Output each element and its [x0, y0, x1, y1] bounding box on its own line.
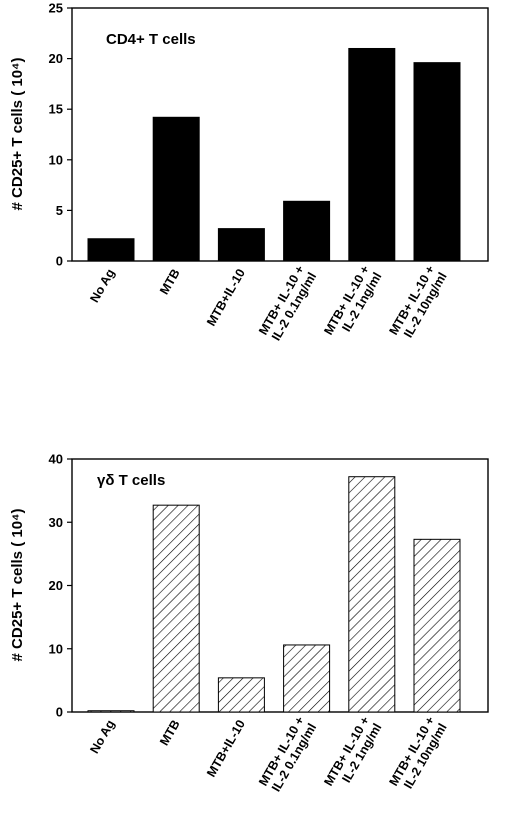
- plot-frame: [71, 7, 489, 262]
- chart-title: CD4+ T cells: [106, 31, 196, 48]
- bar-4: [283, 644, 331, 713]
- x-category-label: MTB: [157, 267, 183, 297]
- bar-3: [217, 677, 265, 713]
- x-category-label: No Ag: [87, 718, 117, 756]
- y-tick-label: 15: [49, 102, 63, 117]
- y-axis-label: # CD25+ T cells ( 10⁴): [9, 58, 26, 211]
- chart-title: γδ T cells: [97, 472, 165, 489]
- bar-2: [152, 116, 200, 262]
- y-tick-label: 0: [56, 705, 63, 720]
- bar-1: [87, 710, 135, 713]
- bar-6: [413, 538, 461, 713]
- bar-5: [348, 47, 396, 262]
- x-category-label: No Ag: [87, 267, 117, 305]
- bar-2: [152, 504, 200, 713]
- bar-5: [348, 476, 396, 713]
- y-tick-label: 40: [49, 452, 63, 467]
- y-tick-label: 25: [49, 1, 63, 16]
- bar-3: [217, 228, 265, 262]
- y-tick-label: 30: [49, 515, 63, 530]
- y-tick-label: 10: [49, 641, 63, 656]
- y-tick-label: 5: [56, 203, 63, 218]
- x-category-label: MTB+IL-10: [204, 266, 248, 328]
- y-tick-label: 0: [56, 254, 63, 269]
- x-category-label: MTB: [157, 718, 183, 748]
- y-tick-label: 20: [49, 51, 63, 66]
- y-tick-label: 10: [49, 152, 63, 167]
- bar-4: [283, 200, 331, 262]
- y-tick-label: 20: [49, 578, 63, 593]
- y-axis-label: # CD25+ T cells ( 10⁴): [9, 509, 26, 662]
- x-category-label: MTB+IL-10: [204, 717, 248, 779]
- bar-1: [87, 238, 135, 262]
- bar-6: [413, 62, 461, 262]
